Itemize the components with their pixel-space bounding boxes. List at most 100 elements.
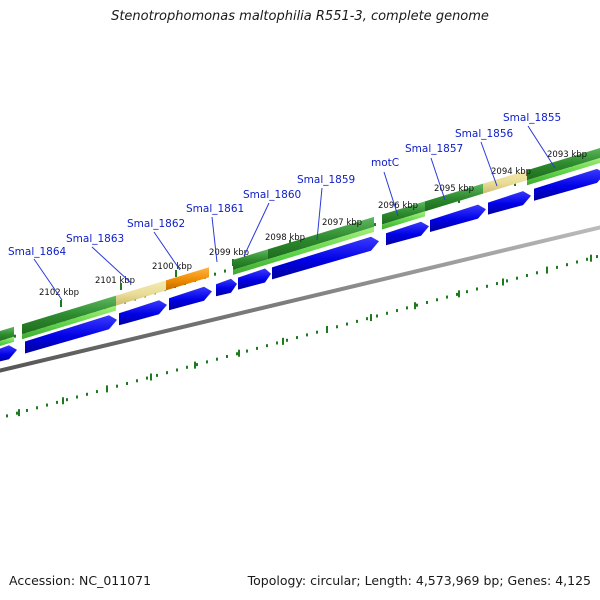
- major-tick: [18, 409, 20, 417]
- minor-tick: [96, 390, 98, 394]
- feature-subblock: [0, 336, 14, 346]
- gene-leader-line: [33, 258, 63, 301]
- kbp-tick-label: 2098 kbp: [265, 233, 305, 243]
- major-tick: [414, 302, 416, 310]
- minor-tick: [206, 360, 208, 364]
- cds-arrow: [430, 204, 486, 232]
- gene-label[interactable]: Smal_1859: [297, 174, 355, 186]
- minor-tick: [336, 325, 338, 329]
- gene-label[interactable]: Smal_1861: [186, 203, 244, 215]
- minor-tick: [246, 349, 248, 353]
- minor-tick: [76, 395, 78, 399]
- minor-tick: [556, 265, 558, 269]
- minor-tick: [576, 260, 578, 264]
- kbp-tick-mark: [60, 300, 62, 307]
- minor-tick: [346, 322, 348, 326]
- gene-label[interactable]: Smal_1862: [127, 218, 185, 230]
- minor-tick: [316, 330, 318, 334]
- cds-arrow: [534, 168, 600, 201]
- genome-summary-text: Topology: circular; Length: 4,573,969 bp…: [247, 573, 591, 588]
- major-tick: [282, 337, 284, 345]
- feature-subblock: [527, 158, 600, 186]
- feature-block: [0, 326, 14, 341]
- minor-tick: [286, 338, 288, 342]
- minor-tick: [66, 398, 68, 402]
- minor-tick: [446, 295, 448, 299]
- minor-tick: [306, 333, 308, 337]
- gene-leader-line: [383, 171, 399, 217]
- gene-leader-line: [211, 216, 218, 263]
- minor-tick: [224, 269, 226, 273]
- major-tick: [238, 349, 240, 357]
- gene-label[interactable]: Smal_1863: [66, 233, 124, 245]
- minor-tick: [296, 336, 298, 340]
- minor-tick: [186, 365, 188, 369]
- minor-tick: [16, 411, 18, 415]
- map-title: Stenotrophomonas maltophilia R551-3, com…: [111, 9, 489, 24]
- cds-track: [0, 168, 600, 362]
- gene-leader-line: [316, 187, 323, 241]
- feature-subblock: [233, 226, 374, 275]
- labels: 2102 kbp 2101 kbp 2100 kbp 2099 kbp 2098 kbp…: [8, 112, 587, 301]
- cds-arrow: [119, 300, 167, 326]
- feature-block: [116, 280, 166, 306]
- minor-tick: [36, 406, 38, 410]
- cds-arrow: [386, 221, 429, 246]
- minor-tick: [14, 334, 16, 338]
- minor-tick: [166, 371, 168, 375]
- gene-label[interactable]: Smal_1855: [503, 112, 561, 124]
- cds-arrow: [488, 191, 531, 215]
- feature-tracks: [0, 148, 600, 346]
- minor-tick: [116, 384, 118, 388]
- minor-tick: [596, 255, 598, 259]
- major-tick: [590, 254, 592, 262]
- feature-block: [22, 295, 116, 335]
- minor-tick: [496, 282, 498, 286]
- major-tick: [62, 397, 64, 405]
- gene-label[interactable]: Smal_1860: [243, 189, 301, 201]
- major-tick: [458, 290, 460, 298]
- minor-tick: [436, 298, 438, 302]
- minor-tick: [586, 257, 588, 261]
- major-tick: [370, 314, 372, 322]
- accession-text: Accession: NC_011071: [9, 573, 152, 588]
- minor-tick: [376, 314, 378, 318]
- minor-tick: [426, 300, 428, 304]
- feature-block: [233, 249, 268, 270]
- minor-tick: [506, 279, 508, 283]
- major-tick: [150, 373, 152, 381]
- kbp-tick-label: 2093 kbp: [547, 150, 587, 160]
- minor-tick: [256, 346, 258, 350]
- gene-leader-line: [153, 231, 181, 271]
- minor-tick: [56, 400, 58, 404]
- feature-subblock: [382, 211, 425, 230]
- kbp-tick-mark: [120, 283, 122, 290]
- cds-arrow: [25, 315, 117, 354]
- backbone-line: [0, 225, 600, 373]
- minor-tick: [486, 284, 488, 288]
- minor-tick: [236, 352, 238, 356]
- gene-leader-line: [243, 202, 270, 257]
- minor-tick: [526, 273, 528, 277]
- gene-label[interactable]: Smal_1856: [455, 128, 514, 140]
- cds-arrow: [169, 286, 212, 311]
- gene-label[interactable]: Smal_1864: [8, 246, 67, 258]
- gene-label[interactable]: Smal_1857: [405, 143, 463, 155]
- major-tick: [546, 266, 548, 274]
- minor-tick: [476, 287, 478, 291]
- feature-block: [268, 216, 374, 260]
- minor-tick: [516, 276, 518, 280]
- gene-leader-line: [430, 157, 446, 201]
- minor-tick: [156, 373, 158, 377]
- minor-tick: [416, 303, 418, 307]
- kbp-tick-label: 2094 kbp: [491, 167, 531, 177]
- minor-tick: [126, 381, 128, 385]
- gene-label[interactable]: motC: [371, 157, 399, 169]
- cds-arrow: [0, 345, 17, 362]
- minor-tick: [536, 271, 538, 275]
- minor-tick: [46, 403, 48, 407]
- minor-tick: [176, 368, 178, 372]
- minor-tick: [226, 354, 228, 358]
- kbp-tick-label: 2101 kbp: [95, 276, 135, 286]
- major-tick: [106, 385, 108, 393]
